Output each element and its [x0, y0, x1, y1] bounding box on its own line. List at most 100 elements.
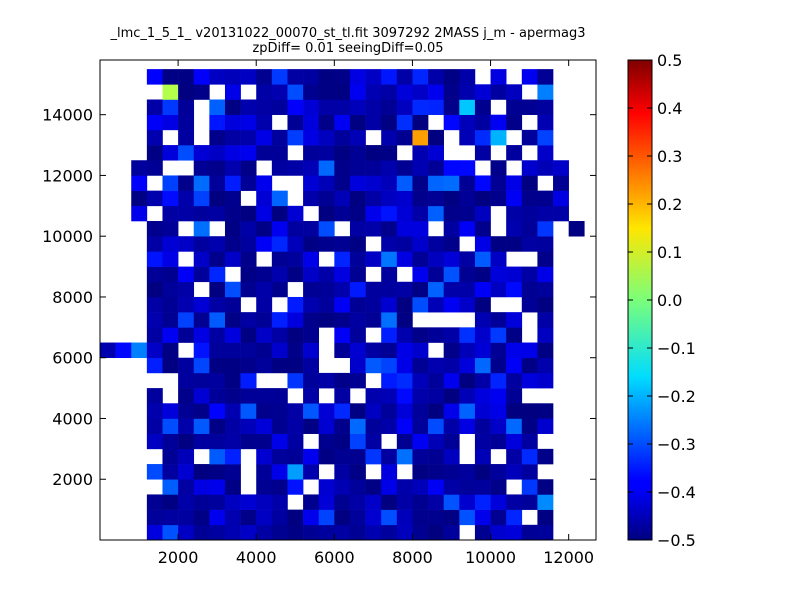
heatmap-cell — [537, 342, 554, 359]
heatmap-cell — [443, 281, 460, 298]
heatmap-cell — [178, 205, 195, 222]
heatmap-cell — [256, 494, 273, 510]
heatmap-cell — [474, 327, 491, 343]
heatmap-cell — [209, 69, 226, 85]
heatmap-cell — [490, 509, 507, 526]
heatmap-cell — [146, 266, 163, 283]
heatmap-cell — [256, 221, 273, 237]
heatmap-cell — [474, 357, 491, 374]
heatmap-cell — [490, 251, 507, 267]
heatmap-cell — [537, 418, 554, 434]
heatmap-cell — [443, 221, 460, 237]
heatmap-cell — [349, 84, 366, 100]
heatmap-cell — [209, 99, 226, 115]
heatmap-cell — [256, 509, 273, 526]
heatmap-cell — [490, 403, 507, 419]
heatmap-cell — [506, 464, 523, 480]
heatmap-cell — [381, 205, 398, 222]
heatmap-cell — [256, 266, 273, 283]
heatmap-cell — [412, 464, 429, 480]
heatmap-cell — [224, 281, 241, 298]
heatmap-cell — [334, 524, 351, 540]
heatmap-cell — [178, 327, 195, 343]
heatmap-cell — [256, 69, 273, 85]
heatmap-cell — [443, 494, 460, 510]
heatmap-cell — [303, 190, 320, 207]
heatmap-cell — [303, 175, 320, 191]
heatmap-cell — [162, 175, 179, 191]
heatmap-cell — [537, 190, 554, 207]
colorbar-tick-label: 0.0 — [657, 291, 682, 310]
heatmap-cell — [365, 448, 382, 465]
heatmap-cell — [318, 84, 335, 100]
heatmap-cell — [224, 221, 241, 237]
heatmap-cell — [209, 160, 226, 176]
heatmap-cell — [412, 388, 429, 404]
heatmap-cell — [459, 418, 476, 434]
heatmap-cell — [365, 175, 382, 191]
heatmap-cell — [209, 205, 226, 222]
heatmap-cell — [428, 494, 444, 510]
heatmap-cell — [178, 99, 195, 115]
heatmap-cell — [318, 418, 335, 434]
heatmap-cell — [521, 418, 538, 434]
heatmap-cell — [459, 99, 476, 115]
heatmap-cell — [240, 114, 257, 131]
heatmap-cell — [474, 205, 491, 222]
heatmap-cell — [428, 372, 444, 389]
y-tick-label: 12000 — [42, 166, 93, 185]
heatmap-cell — [209, 145, 226, 161]
heatmap-cell — [349, 494, 366, 510]
heatmap-cell — [381, 479, 398, 495]
heatmap-cell — [334, 342, 351, 359]
heatmap-cell — [521, 160, 538, 176]
x-tick-label: 4000 — [236, 548, 277, 567]
heatmap-cell — [412, 342, 429, 359]
heatmap-cell — [396, 114, 413, 131]
heatmap-cell — [443, 479, 460, 495]
heatmap-cell — [428, 464, 444, 480]
heatmap-cell — [365, 160, 382, 176]
heatmap-cell — [428, 327, 444, 343]
heatmap-cell — [381, 388, 398, 404]
heatmap-cell — [240, 342, 257, 359]
heatmap-cell — [318, 69, 335, 85]
heatmap-cell — [349, 418, 366, 434]
heatmap-cell — [303, 236, 320, 252]
heatmap-cell — [506, 114, 523, 131]
heatmap-cell — [349, 205, 366, 222]
heatmap-cell — [240, 312, 257, 328]
heatmap-cell — [474, 251, 491, 267]
heatmap-cell — [209, 494, 226, 510]
heatmap-cell — [412, 494, 429, 510]
heatmap-cell — [381, 418, 398, 434]
heatmap-cell — [303, 160, 320, 176]
heatmap-cell — [537, 327, 554, 343]
heatmap-cell — [490, 372, 507, 389]
heatmap-cell — [287, 524, 304, 540]
heatmap-cell — [349, 281, 366, 298]
heatmap-cell — [334, 372, 351, 389]
heatmap-cell — [506, 524, 523, 540]
heatmap-cell — [318, 296, 335, 313]
heatmap-cell — [443, 84, 460, 100]
heatmap-cell — [240, 372, 257, 389]
heatmap-cell — [521, 403, 538, 419]
heatmap-cell — [209, 312, 226, 328]
heatmap-cell — [521, 205, 538, 222]
heatmap-cell — [193, 479, 210, 495]
heatmap-cell — [537, 99, 554, 115]
heatmap-cell — [209, 388, 226, 404]
heatmap-cell — [303, 296, 320, 313]
heatmap-cell — [240, 69, 257, 85]
heatmap-cell — [349, 372, 366, 389]
heatmap-cell — [396, 221, 413, 237]
heatmap-cell — [506, 327, 523, 343]
heatmap-cell — [287, 266, 304, 283]
heatmap-cell — [303, 114, 320, 131]
heatmap-cell — [334, 236, 351, 252]
heatmap-cell — [381, 236, 398, 252]
heatmap-cell — [193, 266, 210, 283]
heatmap-cell — [224, 129, 241, 146]
heatmap-cell — [287, 448, 304, 465]
